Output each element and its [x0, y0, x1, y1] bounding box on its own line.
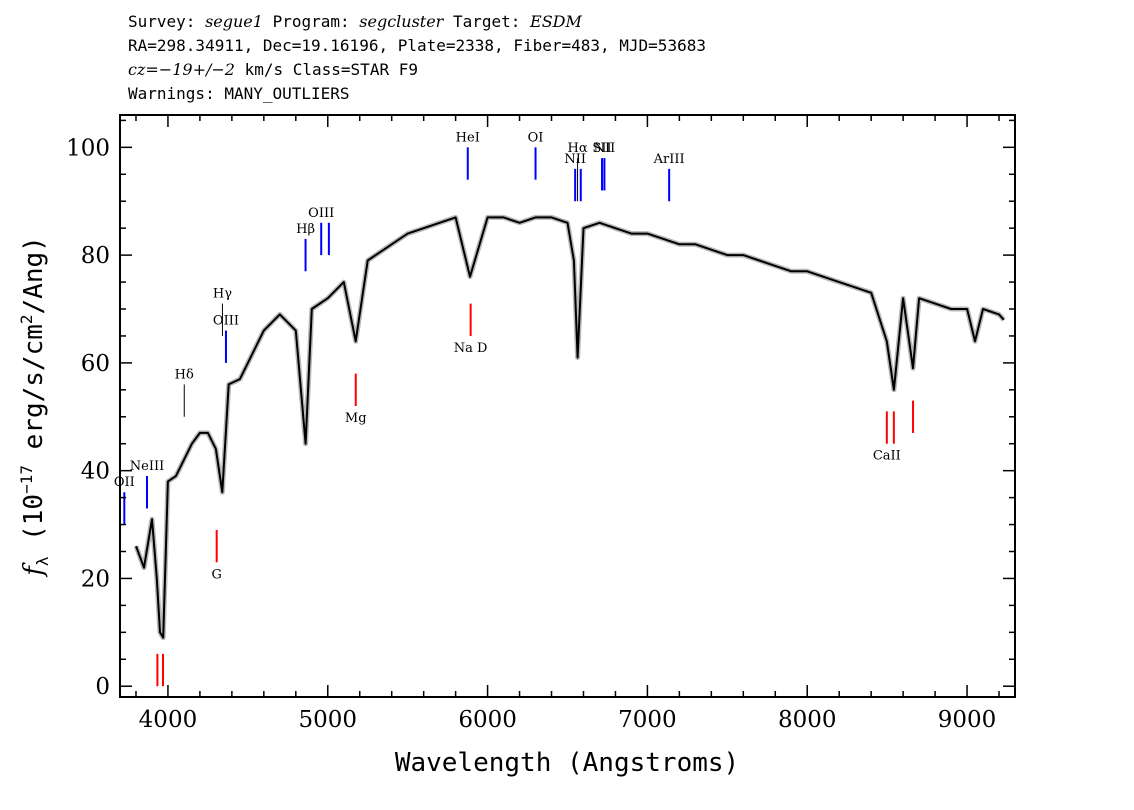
spectrum-series	[135, 216, 1005, 639]
line-label: G	[211, 567, 221, 582]
axis-ticks: 4000 5000 6000 7000 8000 9000 0 20 40 60 80 100	[66, 115, 1015, 733]
line-label: Hβ	[296, 222, 315, 237]
line-label: NeIII	[130, 459, 164, 474]
line-label: SII	[592, 141, 611, 156]
line-label: ArIII	[653, 152, 685, 167]
line-label: Hδ	[175, 367, 194, 382]
y-tick-label: 60	[81, 351, 110, 377]
line-label: Hα	[568, 141, 588, 156]
error-band-line	[133, 214, 1006, 641]
y-axis-title: fλ (10−17 erg/s/cm2/Ang)	[17, 236, 52, 578]
y-tick-label: 100	[66, 135, 110, 161]
line-label: NII	[594, 141, 616, 156]
x-tick-label: 8000	[778, 707, 837, 733]
header-line-3: cz=−19+/−2 km/s Class=STAR F9	[128, 61, 418, 79]
y-tick-label: 20	[81, 566, 110, 592]
header-line-4: Warnings: MANY_OUTLIERS	[128, 84, 350, 103]
x-tick-label: 4000	[139, 707, 198, 733]
line-label: OIII	[213, 314, 239, 329]
x-axis-title: Wavelength (Angstroms)	[395, 748, 739, 778]
line-label: Na D	[454, 341, 488, 356]
line-label: OIII	[308, 206, 334, 221]
redshift-value: cz=−19+/−2	[128, 60, 235, 79]
y-tick-label: 80	[81, 243, 110, 269]
line-label: Hγ	[213, 287, 232, 302]
x-tick-label: 9000	[938, 707, 997, 733]
x-tick-label: 7000	[618, 707, 677, 733]
target-label: Target:	[443, 12, 531, 31]
y-tick-label: 0	[95, 674, 110, 700]
line-label: OII	[114, 475, 135, 490]
header-line-1: Survey: segue1 Program: segcluster Targe…	[128, 13, 582, 31]
line-label: HeI	[456, 130, 480, 145]
target-value: ESDM	[530, 12, 582, 31]
header-line-2: RA=298.34911, Dec=19.16196, Plate=2338, …	[128, 36, 706, 55]
x-tick-label: 5000	[298, 707, 357, 733]
error-band	[133, 214, 1006, 641]
line-label: OI	[528, 130, 544, 145]
line-label: CaII	[873, 449, 901, 464]
plot-frame	[119, 114, 1016, 698]
program-value: segcluster	[359, 12, 444, 31]
line-label: NII	[564, 152, 586, 167]
y-tick-label: 40	[81, 459, 110, 485]
x-tick-label: 6000	[458, 707, 517, 733]
spectrum-line	[135, 216, 1005, 639]
survey-value: segue1	[205, 12, 263, 31]
line-label: Mg	[345, 411, 367, 426]
survey-label: Survey:	[128, 12, 206, 31]
class-text: km/s Class=STAR F9	[234, 60, 418, 79]
program-label: Program:	[262, 12, 360, 31]
